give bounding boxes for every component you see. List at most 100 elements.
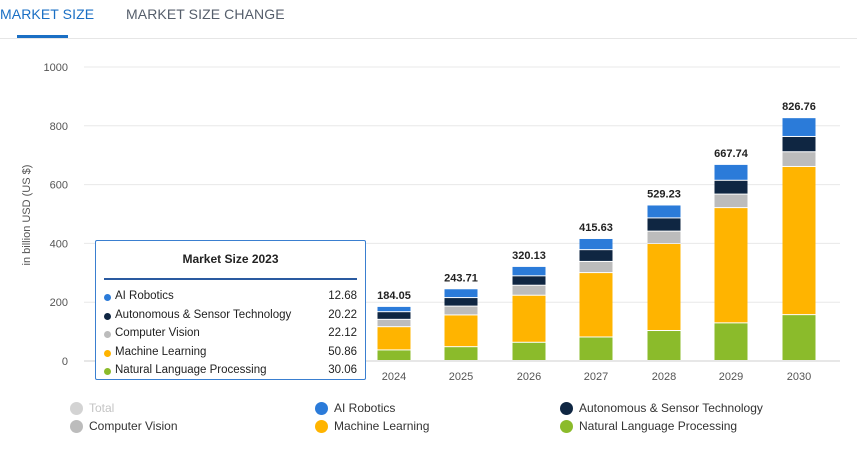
tooltip-row-value: 20.22 bbox=[328, 308, 357, 321]
legend-dot-icon bbox=[315, 420, 328, 433]
legend-label: Natural Language Processing bbox=[579, 419, 738, 433]
x-axis-ticks: 2024 2025 2026 2027 2028 2029 2030 bbox=[382, 371, 811, 383]
x-tick-label: 2027 bbox=[584, 371, 608, 383]
bar-segment-computer_vision[interactable] bbox=[714, 194, 748, 208]
bar-segment-nlp[interactable] bbox=[782, 315, 816, 360]
bar-segment-computer_vision[interactable] bbox=[782, 152, 816, 166]
x-tick-label: 2026 bbox=[517, 371, 541, 383]
tooltip-market-size-2023: Market Size 2023 AI Robotics 12.68 Autonom… bbox=[95, 240, 366, 380]
bar-stack-2024[interactable] bbox=[377, 306, 411, 360]
bar-segment-nlp[interactable] bbox=[647, 331, 681, 360]
legend-dot-icon bbox=[70, 402, 83, 415]
legend-label: Computer Vision bbox=[89, 419, 178, 433]
legend-dot-icon bbox=[104, 331, 111, 338]
tooltip-row: Natural Language Processing 30.06 bbox=[104, 364, 357, 382]
bar-stack-2030[interactable] bbox=[782, 118, 816, 360]
bar-segment-computer_vision[interactable] bbox=[579, 261, 613, 273]
active-tab-indicator bbox=[17, 35, 68, 38]
bar-segment-computer_vision[interactable] bbox=[377, 319, 411, 327]
total-label: 826.76 bbox=[782, 101, 816, 113]
bar-segment-ai_robotics[interactable] bbox=[782, 118, 816, 136]
bar-segment-autonomous[interactable] bbox=[377, 312, 411, 319]
bar-stack-2025[interactable] bbox=[444, 289, 478, 360]
total-label: 415.63 bbox=[579, 222, 613, 234]
total-labels: 184.05 243.71 320.13 415.63 529.23 667.74 826.… bbox=[377, 101, 816, 302]
bar-segment-ai_robotics[interactable] bbox=[579, 238, 613, 250]
bar-segment-autonomous[interactable] bbox=[579, 250, 613, 261]
bar-segment-ai_robotics[interactable] bbox=[512, 266, 546, 276]
legend-label: Machine Learning bbox=[334, 419, 430, 433]
bar-stack-2027[interactable] bbox=[579, 238, 613, 360]
bar-segment-ai_robotics[interactable] bbox=[647, 205, 681, 218]
legend-dot-icon bbox=[104, 312, 111, 320]
legend-dot-icon bbox=[104, 294, 111, 301]
legend-label: Autonomous & Sensor Technology bbox=[579, 401, 763, 415]
y-tick-label: 200 bbox=[50, 297, 68, 309]
y-axis-ticks: 0 200 400 600 800 1000 bbox=[44, 62, 68, 368]
bar-segment-machine_learning[interactable] bbox=[579, 273, 613, 337]
tooltip-row-label: Natural Language Processing bbox=[115, 364, 267, 376]
bar-segment-machine_learning[interactable] bbox=[714, 208, 748, 323]
tooltip-row-label: Computer Vision bbox=[115, 327, 200, 339]
bar-segment-autonomous[interactable] bbox=[512, 276, 546, 285]
legend-label: Total bbox=[89, 401, 115, 415]
tooltip-row-label: Machine Learning bbox=[115, 345, 207, 358]
bar-segment-nlp[interactable] bbox=[377, 350, 411, 360]
tooltip-row-value: 22.12 bbox=[328, 327, 357, 339]
legend-label: AI Robotics bbox=[334, 401, 396, 415]
tab-bar: MARKET SIZE MARKET SIZE CHANGE bbox=[0, 0, 857, 39]
bar-segment-machine_learning[interactable] bbox=[377, 327, 411, 350]
bar-segment-autonomous[interactable] bbox=[782, 136, 816, 152]
total-label: 243.71 bbox=[444, 272, 478, 284]
bar-segment-nlp[interactable] bbox=[444, 347, 478, 360]
bar-segment-nlp[interactable] bbox=[512, 342, 546, 360]
bar-segment-machine_learning[interactable] bbox=[444, 315, 478, 347]
bar-stack-2026[interactable] bbox=[512, 266, 546, 360]
tab-market-size[interactable]: MARKET SIZE bbox=[0, 6, 95, 22]
tooltip-row: Computer Vision 22.12 bbox=[104, 327, 357, 345]
tooltip-divider bbox=[104, 278, 357, 280]
bar-segment-ai_robotics[interactable] bbox=[444, 289, 478, 298]
bar-segment-ai_robotics[interactable] bbox=[714, 164, 748, 180]
total-label: 184.05 bbox=[377, 290, 411, 302]
tooltip-row: AI Robotics 12.68 bbox=[104, 290, 357, 308]
y-tick-label: 600 bbox=[50, 180, 68, 192]
y-tick-label: 0 bbox=[62, 356, 68, 368]
x-tick-label: 2030 bbox=[787, 371, 811, 383]
total-label: 529.23 bbox=[647, 188, 681, 200]
tooltip-row-label: Autonomous & Sensor Technology bbox=[115, 308, 292, 321]
bar-segment-machine_learning[interactable] bbox=[782, 166, 816, 315]
tooltip-row-value: 30.06 bbox=[328, 364, 357, 376]
bar-segment-computer_vision[interactable] bbox=[512, 285, 546, 295]
total-label: 320.13 bbox=[512, 250, 546, 262]
bar-segment-computer_vision[interactable] bbox=[444, 306, 478, 315]
tooltip-title: Market Size 2023 bbox=[182, 252, 279, 266]
tooltip-row-value: 12.68 bbox=[328, 290, 357, 302]
bar-segment-autonomous[interactable] bbox=[444, 298, 478, 306]
bar-segment-machine_learning[interactable] bbox=[647, 243, 681, 331]
bar-segment-nlp[interactable] bbox=[714, 323, 748, 360]
y-tick-label: 800 bbox=[50, 121, 68, 133]
bar-segment-autonomous[interactable] bbox=[714, 180, 748, 194]
bar-segment-machine_learning[interactable] bbox=[512, 295, 546, 342]
tooltip-row-label: AI Robotics bbox=[115, 290, 174, 302]
legend-dot-icon bbox=[560, 420, 573, 433]
tooltip-row-value: 50.86 bbox=[328, 345, 357, 358]
bar-segment-autonomous[interactable] bbox=[647, 218, 681, 231]
tab-market-size-change[interactable]: MARKET SIZE CHANGE bbox=[126, 6, 285, 22]
tooltip-row: Machine Learning 50.86 bbox=[104, 346, 357, 364]
total-label: 667.74 bbox=[714, 148, 749, 160]
legend-dot-icon bbox=[560, 402, 573, 415]
x-tick-label: 2028 bbox=[652, 371, 676, 383]
bar-stack-2028[interactable] bbox=[647, 205, 681, 360]
y-tick-label: 400 bbox=[50, 238, 68, 250]
y-axis-label: in billion USD (US $) bbox=[21, 165, 33, 266]
legend-dot-icon bbox=[315, 402, 328, 415]
bar-stack-2029[interactable] bbox=[714, 164, 748, 360]
bar-segment-ai_robotics[interactable] bbox=[377, 306, 411, 312]
bar-segment-nlp[interactable] bbox=[579, 337, 613, 360]
legend-dot-icon bbox=[104, 368, 111, 375]
bar-segment-computer_vision[interactable] bbox=[647, 231, 681, 243]
x-tick-label: 2024 bbox=[382, 371, 406, 383]
x-tick-label: 2025 bbox=[449, 371, 473, 383]
